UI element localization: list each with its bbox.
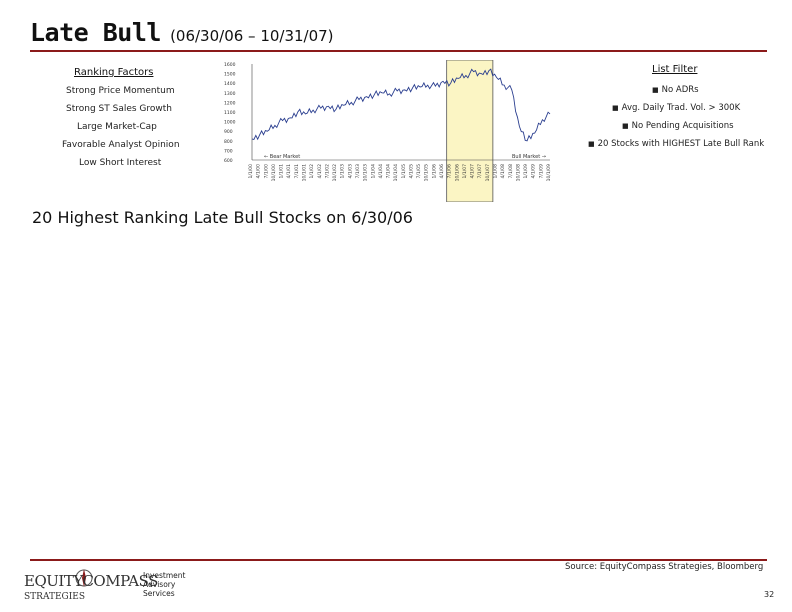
page-title: Late Bull (06/30/06 – 10/31/07) xyxy=(30,18,334,47)
x-tick-label: 1/1/09 xyxy=(523,164,529,179)
x-tick-label: 10/1/04 xyxy=(393,164,399,181)
x-tick-label: 4/1/05 xyxy=(408,164,414,179)
x-tick-label: 7/1/06 xyxy=(447,164,453,179)
y-tick-label: 1000 xyxy=(224,120,236,126)
x-tick-label: 4/1/03 xyxy=(347,164,353,179)
x-tick-label: 10/1/07 xyxy=(485,164,491,181)
x-tick-label: 1/1/02 xyxy=(309,164,315,179)
x-tick-label: 7/1/03 xyxy=(355,164,361,179)
title-date-range: (06/30/06 – 10/31/07) xyxy=(170,27,334,45)
logo-wordmark: EQUITYCOMPASS xyxy=(24,572,158,590)
x-tick-label: 4/1/01 xyxy=(286,164,292,179)
list-filter-item: ■ No ADRs xyxy=(652,85,699,95)
x-tick-label: 4/1/06 xyxy=(439,164,445,179)
ranking-factor: Strong Price Momentum xyxy=(66,86,175,96)
x-tick-label: 4/1/09 xyxy=(531,164,537,179)
title-main: Late Bull xyxy=(30,18,161,47)
list-filter-item: ■ Avg. Daily Trad. Vol. > 300K xyxy=(612,103,741,113)
logo-subtitle: STRATEGIES xyxy=(24,592,86,602)
x-tick-label: 10/1/08 xyxy=(515,164,521,181)
x-tick-label: 7/1/05 xyxy=(416,164,422,179)
x-tick-label: 10/1/02 xyxy=(332,164,338,181)
x-tick-label: 1/1/08 xyxy=(493,164,499,179)
x-tick-label: 4/1/02 xyxy=(317,164,323,179)
late-bull-highlight xyxy=(446,60,494,202)
x-tick-label: 10/1/09 xyxy=(546,164,552,181)
y-tick-label: 1600 xyxy=(224,62,236,68)
compass-icon xyxy=(75,569,93,587)
x-tick-label: 4/1/07 xyxy=(470,164,476,179)
x-tick-label: 1/1/00 xyxy=(248,164,254,179)
y-tick-label: 1300 xyxy=(224,91,236,97)
x-tick-label: 1/1/07 xyxy=(462,164,468,179)
y-tick-label: 1200 xyxy=(224,100,236,106)
list-filter-item: ■ 20 Stocks with HIGHEST Late Bull Rank xyxy=(588,139,765,149)
source-note: Source: EquityCompass Strategies, Bloomb… xyxy=(565,562,764,572)
sp500-line-chart: 1600 1500 1400 1300 1200 1100 1000 900 800 700 600… xyxy=(224,60,552,202)
y-tick-label: 700 xyxy=(224,148,233,154)
ranking-factor: Low Short Interest xyxy=(79,158,162,168)
x-tick-label: 1/1/01 xyxy=(279,164,285,179)
y-tick-label: 800 xyxy=(224,139,233,145)
ranking-factor: Large Market-Cap xyxy=(77,122,157,132)
x-tick-label: 7/1/04 xyxy=(386,164,392,179)
x-tick-label: 4/1/08 xyxy=(500,164,506,179)
x-tick-label: 7/1/07 xyxy=(477,164,483,179)
x-tick-label: 7/1/08 xyxy=(508,164,514,179)
x-tick-label: 7/1/09 xyxy=(538,164,544,179)
header-rule xyxy=(30,50,767,52)
x-tick-label: 10/1/01 xyxy=(301,164,307,181)
x-tick-label: 1/1/04 xyxy=(370,164,376,179)
x-tick-label: 4/1/00 xyxy=(256,164,262,179)
x-tick-label: 4/1/04 xyxy=(378,164,384,179)
ranking-factor: Favorable Analyst Opinion xyxy=(62,140,180,150)
ranking-factors-heading: Ranking Factors xyxy=(74,67,154,78)
y-tick-label: 1100 xyxy=(224,110,236,116)
list-filter-item: ■ No Pending Acquisitions xyxy=(622,121,734,131)
x-tick-label: 1/1/06 xyxy=(431,164,437,179)
y-tick-label: 1500 xyxy=(224,72,236,78)
ranking-factor: Strong ST Sales Growth xyxy=(66,104,172,114)
x-tick-label: 10/1/06 xyxy=(454,164,460,181)
page-number: 32 xyxy=(764,590,775,599)
x-tick-label: 7/1/01 xyxy=(294,164,300,179)
x-tick-label: 10/1/03 xyxy=(363,164,369,181)
index-series-line xyxy=(251,68,551,142)
service-label: Investment Advisory Services xyxy=(143,571,186,598)
y-tick-label: 900 xyxy=(224,129,233,135)
y-tick-label: 600 xyxy=(224,158,233,164)
list-filter-heading: List Filter xyxy=(652,64,698,75)
x-tick-label: 7/1/00 xyxy=(263,164,269,179)
x-tick-label: 7/1/02 xyxy=(324,164,330,179)
footer-rule xyxy=(30,559,767,561)
x-tick-label: 10/1/05 xyxy=(424,164,430,181)
x-tick-label: 1/1/05 xyxy=(401,164,407,179)
bull-market-annotation: Bull Market → xyxy=(512,154,546,160)
equitycompass-logo: EQUITYCOMPASS STRATEGIES xyxy=(24,568,158,606)
x-tick-label: 1/1/03 xyxy=(340,164,346,179)
x-tick-label: 10/1/00 xyxy=(271,164,277,181)
bear-market-annotation: ← Bear Market xyxy=(264,154,300,160)
y-tick-label: 1400 xyxy=(224,81,236,87)
section-title: 20 Highest Ranking Late Bull Stocks on 6… xyxy=(32,208,413,227)
